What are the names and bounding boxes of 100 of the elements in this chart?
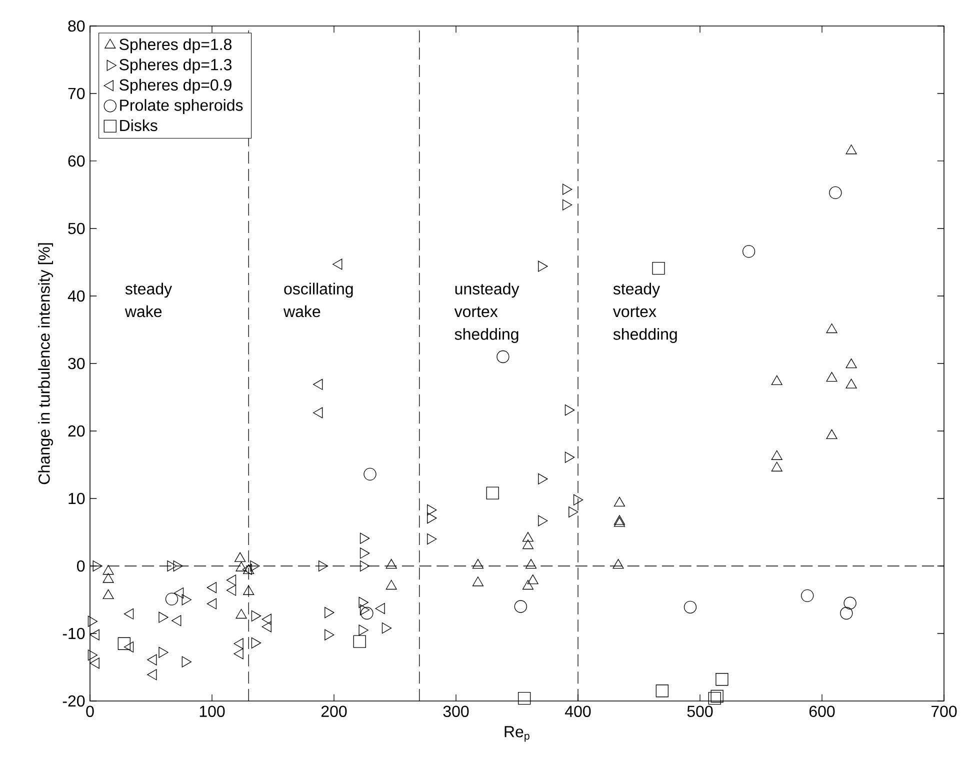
point	[538, 260, 548, 272]
point	[525, 558, 537, 569]
point	[360, 548, 370, 559]
x-axis-title: Re$_{p}$	[504, 726, 530, 742]
point	[826, 372, 838, 382]
point	[324, 607, 334, 618]
point	[102, 589, 114, 600]
x-tick-label: 400	[565, 706, 591, 718]
point	[324, 629, 334, 640]
point	[158, 612, 168, 623]
point	[716, 673, 728, 686]
point	[771, 375, 782, 386]
point	[167, 560, 177, 572]
legend-label: Prolate spheroids	[120, 99, 243, 114]
point	[710, 690, 724, 703]
point	[88, 650, 98, 661]
point	[826, 429, 838, 440]
point	[522, 580, 534, 590]
point	[92, 560, 102, 572]
y-tick-label: 20	[68, 425, 85, 437]
point	[427, 504, 437, 516]
point	[353, 635, 366, 648]
point	[840, 606, 853, 620]
point	[250, 560, 260, 572]
point	[742, 245, 756, 258]
point	[564, 452, 575, 463]
point	[88, 616, 98, 627]
point	[386, 580, 397, 590]
y-tick-label: -20	[62, 695, 85, 707]
point	[427, 512, 437, 524]
point	[518, 692, 531, 705]
annotation: unsteady vortex shedding	[454, 282, 520, 343]
point	[360, 604, 370, 616]
annotation: steady vortex shedding	[612, 282, 677, 343]
x-tick-label: 300	[443, 706, 469, 718]
point	[234, 552, 246, 562]
point	[118, 637, 130, 650]
point	[844, 596, 856, 610]
x-tick-label: 100	[200, 706, 225, 718]
point	[614, 496, 626, 507]
y-tick-label: 60	[68, 155, 85, 167]
y-tick-label: 30	[68, 358, 85, 370]
point	[364, 468, 376, 481]
point	[846, 378, 857, 388]
y-tick-label: 10	[68, 492, 85, 504]
point	[386, 558, 397, 569]
x-tick-label: 700	[931, 706, 957, 718]
point	[496, 350, 510, 364]
annotation: oscillating wake	[284, 282, 353, 318]
point	[538, 473, 548, 484]
legend-label: Spheres dp=1.8	[120, 38, 232, 54]
point	[771, 450, 782, 460]
point	[486, 486, 499, 500]
legend-label: Spheres dp=0.9	[120, 78, 232, 94]
y-axis-title: Change in turbulence intensity [%]	[38, 243, 54, 484]
y-tick-label: 40	[68, 290, 85, 302]
point	[568, 506, 578, 518]
point	[684, 600, 697, 614]
point	[573, 494, 584, 506]
point	[360, 606, 374, 620]
point	[358, 596, 368, 608]
point	[243, 585, 254, 595]
y-tick-label: 80	[68, 20, 85, 32]
point	[656, 684, 669, 698]
point	[427, 533, 437, 545]
point	[251, 610, 262, 622]
annotation: steady wake	[124, 282, 172, 318]
point	[527, 574, 538, 584]
point	[514, 600, 527, 613]
point	[846, 144, 857, 154]
y-tick-label: 50	[68, 222, 85, 234]
point	[562, 199, 572, 210]
point	[251, 637, 262, 648]
point	[801, 589, 814, 602]
point	[829, 186, 842, 200]
point	[243, 564, 254, 574]
legend-label: Spheres dp=1.3	[120, 58, 232, 74]
point	[708, 692, 721, 705]
point	[182, 656, 192, 668]
point	[771, 462, 782, 472]
point	[360, 560, 370, 572]
point	[562, 184, 572, 195]
point	[102, 565, 114, 575]
point	[173, 560, 183, 572]
legend-label: Disks	[120, 119, 158, 132]
point	[236, 608, 247, 619]
y-tick-label: 0	[77, 560, 85, 572]
point	[236, 562, 247, 572]
point	[158, 646, 168, 658]
point	[826, 323, 838, 334]
x-tick-label: 600	[809, 706, 835, 718]
point	[472, 576, 484, 586]
point	[358, 624, 368, 636]
point	[846, 358, 857, 368]
point	[182, 594, 192, 606]
point	[360, 532, 370, 544]
y-tick-label: 70	[68, 88, 85, 100]
point	[538, 515, 548, 526]
point	[652, 262, 665, 275]
point	[472, 558, 484, 569]
